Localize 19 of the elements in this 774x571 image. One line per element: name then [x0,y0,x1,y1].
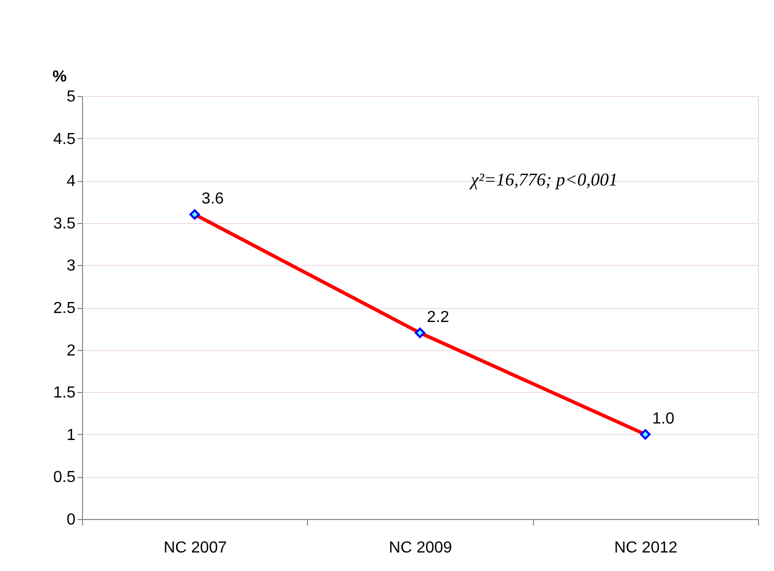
x-tick-label: NC 2007 [164,540,227,556]
y-tick-label: 1.5 [53,384,76,402]
y-tick-label: 0 [66,512,76,528]
y-tick-label: 2.5 [53,300,76,317]
y-tick-label: 1 [66,426,76,444]
data-label: 2.2 [426,308,450,326]
annotation: χ²=16,776; p<0,001 [468,170,618,190]
y-tick-label: 0.5 [53,469,76,486]
x-tick-label: NC 2012 [614,540,678,556]
x-tick-label: NC 2009 [388,540,452,556]
y-tick-label: 4 [66,173,76,190]
y-tick-label: 5 [66,88,76,106]
y-axis-title: % [52,68,67,86]
data-label: 1.0 [652,410,675,428]
y-tick-label: 2 [66,342,76,360]
y-tick-label: 3.5 [53,215,76,232]
data-label: 3.6 [202,190,224,208]
y-tick-label: 4.5 [53,130,76,148]
y-tick-label: 3 [66,258,76,275]
